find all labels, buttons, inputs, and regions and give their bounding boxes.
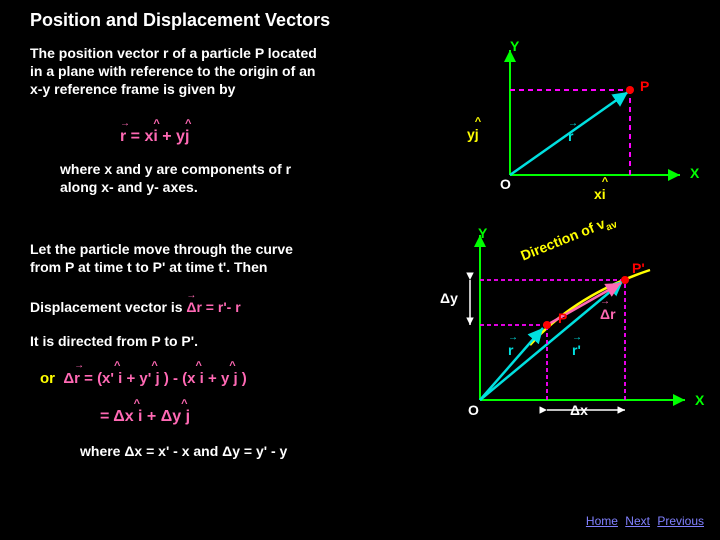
- d1-O: O: [500, 176, 511, 192]
- disp-line: Displacement vector is Δr = r'- r: [30, 298, 241, 316]
- para4: where Δx = x' - x and Δy = y' - y: [80, 442, 287, 460]
- d2-dr: Δr: [600, 306, 616, 322]
- d2-P: P: [558, 310, 567, 326]
- eq-delta-r-components: = Δx i + Δy j: [100, 408, 190, 426]
- page-title: Position and Displacement Vectors: [30, 10, 330, 31]
- d1-yj: yj: [467, 126, 479, 142]
- para3: Let the particle move through the curve …: [30, 240, 293, 276]
- d1-X: X: [690, 165, 699, 181]
- d1-P: P: [640, 78, 649, 94]
- d2-rp: r': [572, 342, 581, 358]
- footer-nav: Home Next Previous: [582, 514, 704, 528]
- d2-O: O: [468, 402, 479, 418]
- d1-xi: xi: [594, 186, 606, 202]
- d2-dy: Δy: [440, 290, 458, 306]
- d1-r: r: [568, 128, 573, 144]
- d2-dx: Δx: [570, 402, 588, 418]
- d2-Y: Y: [478, 225, 487, 241]
- para2: where x and y are components of r along …: [60, 160, 291, 196]
- d2-r: r: [508, 342, 513, 358]
- nav-prev[interactable]: Previous: [657, 514, 704, 528]
- eq-delta-r-expand: or Δr = (x' i + y' j ) - (x i + y j ): [40, 370, 247, 387]
- para1: The position vector r of a particle P lo…: [30, 44, 317, 99]
- eq-position-vector: r = xi + yj: [120, 128, 189, 146]
- nav-home[interactable]: Home: [586, 514, 618, 528]
- d2-Pp: P': [632, 260, 645, 276]
- direction-line: It is directed from P to P'.: [30, 332, 198, 350]
- nav-next[interactable]: Next: [625, 514, 650, 528]
- d2-X: X: [695, 392, 704, 408]
- d1-Y: Y: [510, 38, 519, 54]
